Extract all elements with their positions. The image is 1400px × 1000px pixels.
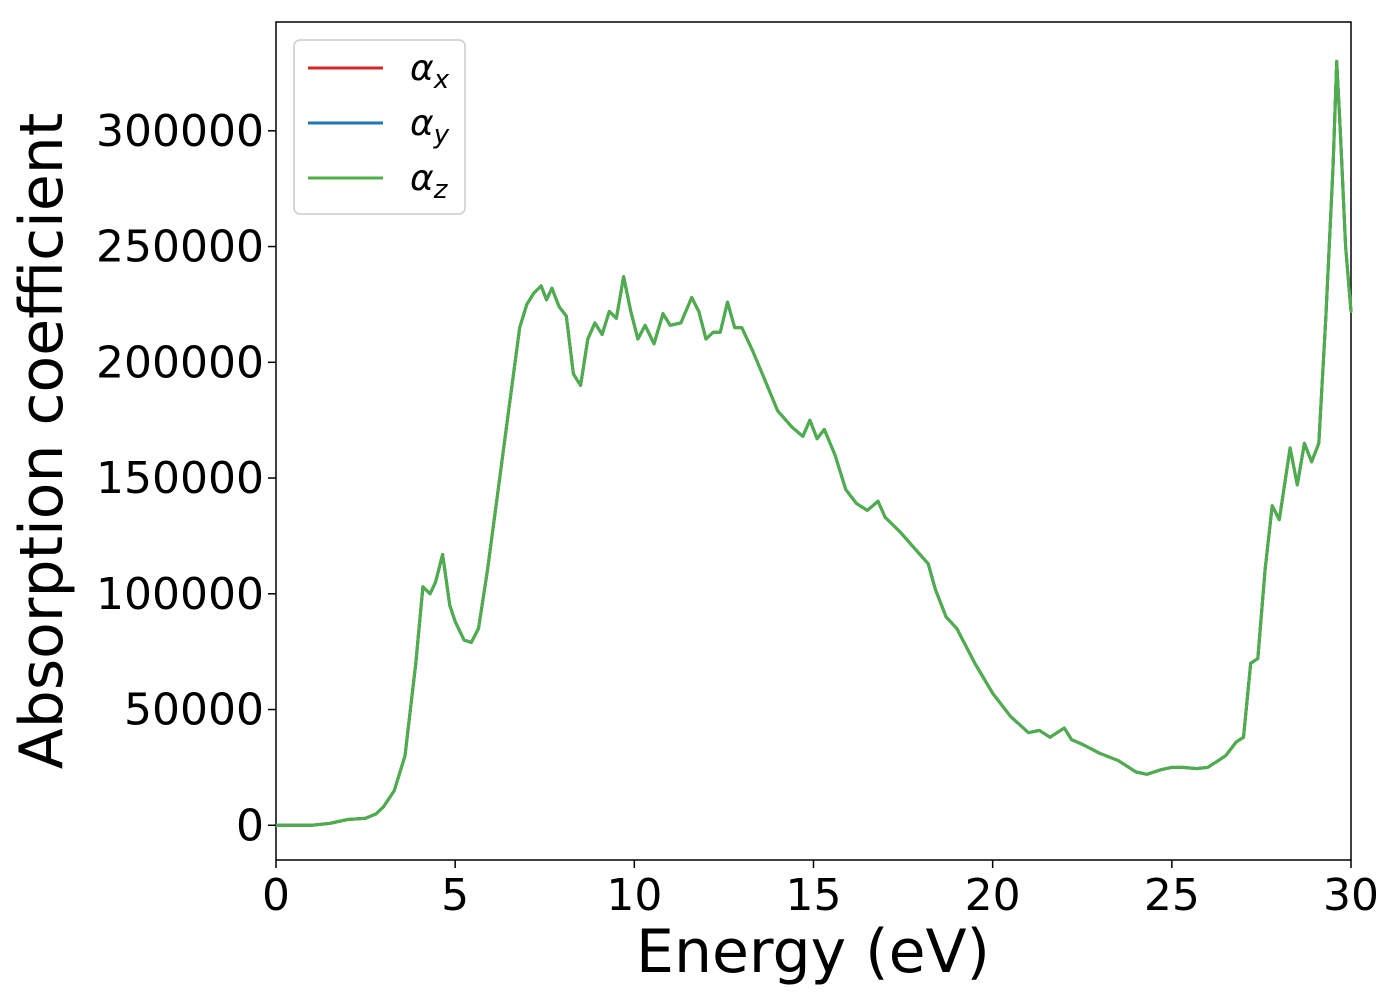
x-axis-title: Energy (eV) [636, 917, 990, 987]
legend-label-y: αy [410, 103, 450, 150]
y-tick-label: 200000 [96, 337, 264, 388]
x-tick-label: 30 [1323, 870, 1379, 921]
legend-label-subscript: y [433, 120, 450, 150]
legend-label-z: αz [410, 158, 449, 205]
x-tick-label: 10 [606, 870, 662, 921]
x-tick-label: 25 [1144, 870, 1200, 921]
y-tick-label: 0 [236, 800, 264, 851]
y-axis-title: Absorption coefficient [7, 113, 77, 770]
series-line-2 [274, 59, 1353, 827]
legend-label-base: α [410, 103, 434, 144]
legend-label-x: αx [410, 48, 450, 95]
y-axis-ticks: 0 50000 100000 150000 200000 250000 300000 [96, 106, 276, 851]
x-axis-ticks: 0 5 10 15 20 25 30 [262, 860, 1379, 921]
series-layer [274, 59, 1353, 827]
legend-label-subscript: z [433, 175, 449, 205]
x-tick-label: 20 [965, 870, 1021, 921]
y-tick-label: 150000 [96, 453, 264, 504]
y-tick-label: 100000 [96, 569, 264, 620]
legend-frame [293, 39, 466, 215]
y-tick-label: 250000 [96, 222, 264, 273]
x-tick-label: 15 [786, 870, 842, 921]
x-tick-label: 5 [441, 870, 469, 921]
legend-label-base: α [410, 48, 434, 89]
x-tick-label: 0 [262, 870, 290, 921]
legend-label-base: α [410, 158, 434, 199]
y-tick-label: 50000 [124, 685, 264, 736]
legend-label-subscript: x [433, 65, 450, 95]
y-tick-label: 300000 [96, 106, 264, 157]
